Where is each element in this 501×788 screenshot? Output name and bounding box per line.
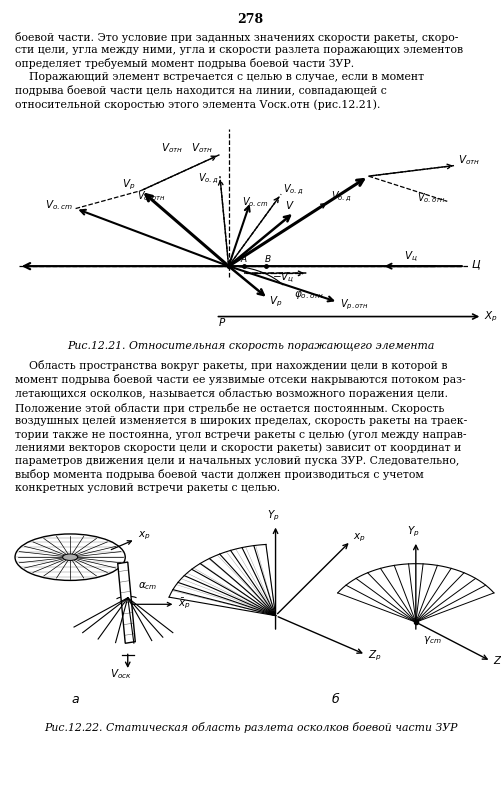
Text: а: а — [71, 693, 79, 706]
Text: $Y_р$: $Y_р$ — [407, 525, 420, 539]
Text: А: А — [241, 255, 247, 264]
Text: $V_ц$: $V_ц$ — [403, 250, 417, 265]
Text: $V_{o.д}$: $V_{o.д}$ — [198, 172, 218, 186]
Text: Р: Р — [219, 318, 225, 328]
Text: Область пространства вокруг ракеты, при нахождении цели в которой в
момент подры: Область пространства вокруг ракеты, при … — [15, 360, 467, 493]
Text: Рис.12.21. Относительная скорость поражающего элемента: Рис.12.21. Относительная скорость поража… — [67, 340, 434, 351]
Polygon shape — [118, 562, 135, 643]
Text: $-V_ц$: $-V_ц$ — [273, 271, 295, 285]
Text: $V_{o.отн}$: $V_{o.отн}$ — [417, 191, 445, 205]
Text: $V$: $V$ — [286, 199, 295, 210]
Text: 278: 278 — [237, 13, 264, 26]
Text: боевой части. Это условие при заданных значениях скорости ракеты, скоро-
сти цел: боевой части. Это условие при заданных з… — [15, 32, 463, 110]
Text: $V_р$: $V_р$ — [269, 295, 282, 309]
Text: $V_{р.отн}$: $V_{р.отн}$ — [340, 298, 369, 312]
Text: $V_{отн}$: $V_{отн}$ — [161, 141, 183, 154]
Text: $x_р$: $x_р$ — [138, 530, 150, 542]
Text: $V_{o.д}$: $V_{o.д}$ — [331, 190, 352, 204]
Text: б: б — [332, 693, 340, 706]
Text: $\varphi_{o.отн}$: $\varphi_{o.отн}$ — [294, 288, 324, 301]
Text: В: В — [265, 255, 271, 264]
Text: $V_{отн}$: $V_{отн}$ — [191, 141, 214, 154]
Text: $V_{o.cm}$: $V_{o.cm}$ — [242, 195, 268, 209]
Text: $V_{отн}$: $V_{отн}$ — [458, 154, 480, 167]
Text: $V_{o.д}$: $V_{o.д}$ — [283, 183, 304, 197]
Ellipse shape — [63, 554, 78, 560]
Text: $X_р$: $X_р$ — [484, 310, 498, 324]
Text: $Z_р$: $Z_р$ — [493, 655, 501, 669]
Text: Рис.12.22. Статическая область разлета осколков боевой части ЗУР: Рис.12.22. Статическая область разлета о… — [44, 722, 457, 733]
Text: $\gamma_{cm}$: $\gamma_{cm}$ — [423, 634, 442, 645]
Text: $x_р$: $x_р$ — [353, 532, 366, 545]
Text: $Z_р$: $Z_р$ — [368, 649, 382, 663]
Text: $V_{оск}$: $V_{оск}$ — [110, 667, 132, 681]
Ellipse shape — [15, 534, 125, 581]
Text: $\alpha_{cm}$: $\alpha_{cm}$ — [138, 580, 157, 592]
Text: $V_{o.cm}$: $V_{o.cm}$ — [45, 199, 73, 212]
Text: $\bar{x}_р$: $\bar{x}_р$ — [178, 597, 191, 611]
Text: $V_{o.отн}$: $V_{o.отн}$ — [137, 190, 165, 203]
Text: $Y_р$: $Y_р$ — [267, 508, 280, 523]
Text: Ц: Ц — [471, 259, 480, 269]
Text: $V_р$: $V_р$ — [122, 178, 135, 192]
